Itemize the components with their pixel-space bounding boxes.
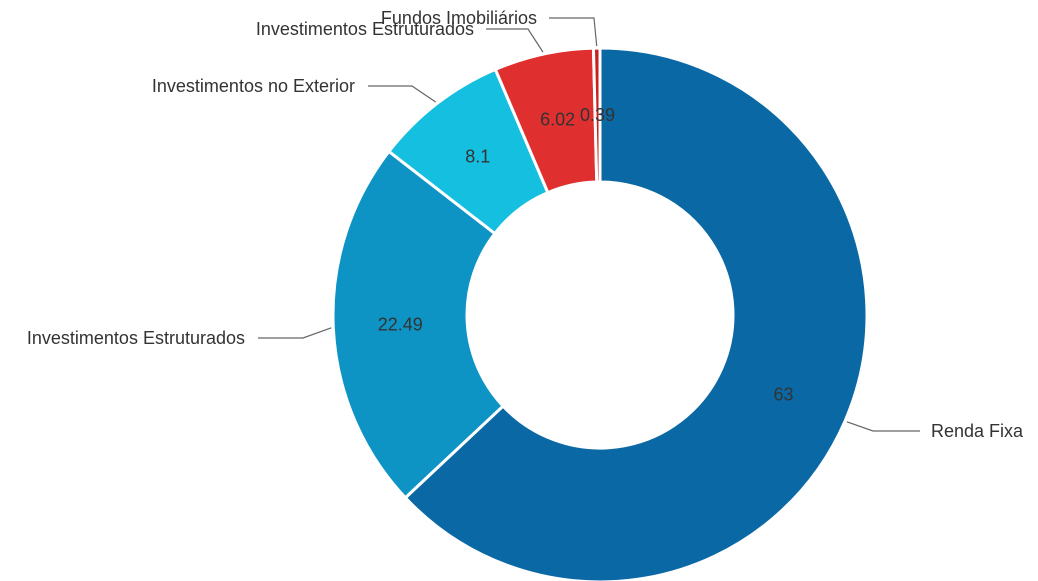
category-label-renda-fixa: Renda Fixa [931,421,1024,441]
value-label-investimentos-estruturados-small: 6.02 [540,110,575,130]
value-label-fundos-imobiliarios: 0.39 [580,105,615,125]
value-labels: 63 22.49 8.1 6.02 0.39 [378,105,794,404]
leader-line-investimentos-no-exterior [368,85,436,103]
slice-investimentos-estruturados-large [331,149,505,500]
leader-line-investimentos-estruturados-large [258,327,332,339]
leader-line-renda-fixa [846,421,920,432]
category-label-investimentos-estruturados-large: Investimentos Estruturados [27,328,245,348]
leader-line-investimentos-estruturados-small [486,28,544,53]
category-label-investimentos-no-exterior: Investimentos no Exterior [152,76,355,96]
value-label-investimentos-estruturados-large: 22.49 [378,314,423,334]
slice-renda-fixa [403,46,869,581]
category-label-investimentos-estruturados-small: Investimentos Estruturados [256,19,474,39]
donut-slices [331,46,869,581]
slice-fundos-imobiliarios [591,46,602,184]
category-labels: Renda Fixa Investimentos Estruturados In… [27,8,1024,441]
value-label-renda-fixa: 63 [774,384,794,404]
leader-line-fundos-imobiliarios [549,17,598,47]
leader-lines [258,17,920,432]
value-label-investimentos-no-exterior: 8.1 [465,147,490,167]
category-label-fundos-imobiliarios: Fundos Imobiliários [381,8,537,28]
